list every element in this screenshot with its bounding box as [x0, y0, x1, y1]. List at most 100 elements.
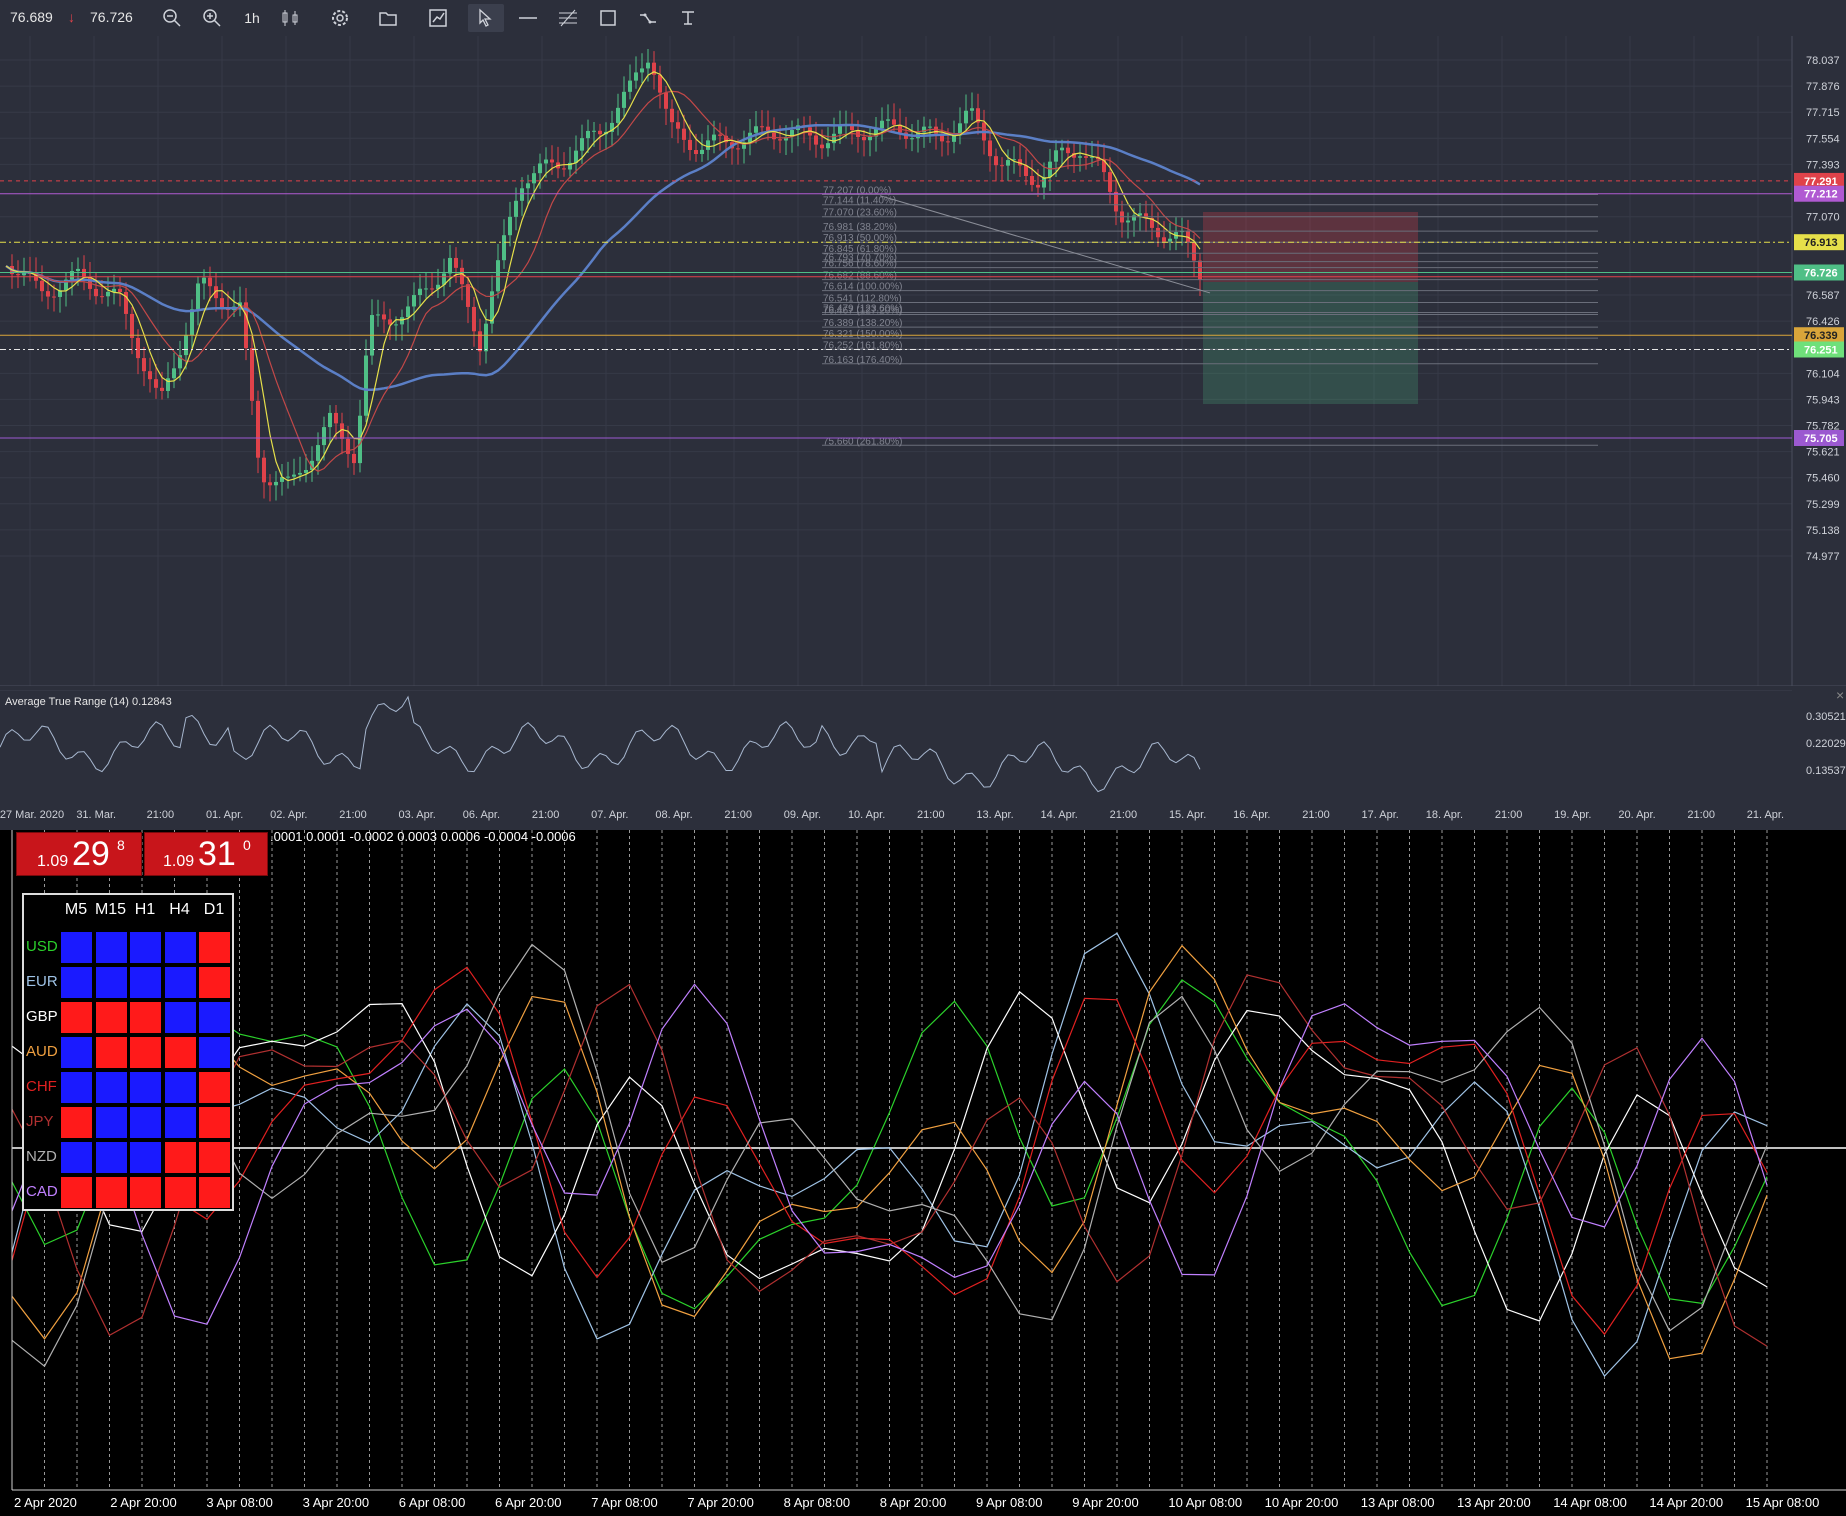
mt4-time-label: 2 Apr 20:00: [110, 1495, 177, 1510]
candle-body: [832, 134, 836, 143]
candle-body: [220, 298, 224, 307]
heatmap-cell: [60, 966, 93, 999]
close-pane-icon[interactable]: ×: [1836, 690, 1844, 703]
heatmap-column-m5: M5: [59, 901, 93, 919]
time-label: 13. Apr.: [976, 809, 1013, 821]
candle-body: [1084, 156, 1088, 158]
candle-body: [1060, 148, 1064, 151]
heatmap-cell: [95, 931, 128, 964]
path-tool-icon[interactable]: [634, 4, 662, 32]
candle-body: [1054, 150, 1058, 161]
strength-heatmap: M5 M15 H1 H4 D1 USD EUR GBP AUD CHF JPY NZD CAD: [22, 893, 234, 1211]
moving-average-20: [6, 72, 1200, 481]
heatmap-column-h4: H4: [163, 901, 197, 919]
price-marker-label: 77.212: [1804, 189, 1838, 201]
time-label: 16. Apr.: [1233, 809, 1270, 821]
zoom-out-icon[interactable]: [158, 4, 186, 32]
candle-body: [964, 111, 968, 124]
template-folder-icon[interactable]: [374, 4, 402, 32]
indicators-icon[interactable]: [424, 4, 452, 32]
bid-quote-sup: 8: [117, 837, 125, 853]
mt4-time-label: 13 Apr 20:00: [1457, 1495, 1531, 1510]
candle-body: [100, 296, 104, 297]
heatmap-row-jpy: JPY: [26, 1113, 54, 1130]
heatmap-cell: [60, 931, 93, 964]
time-label: 19. Apr.: [1554, 809, 1591, 821]
candle-body: [658, 75, 662, 93]
candle-body: [190, 309, 194, 335]
candle-body: [118, 289, 122, 292]
heatmap-cell: [129, 931, 162, 964]
bid-quote-box[interactable]: 1.09 29 8: [16, 832, 142, 876]
candle-body: [202, 278, 206, 284]
candle-body: [676, 122, 680, 128]
timeframe-button[interactable]: 1h: [238, 4, 266, 32]
candle-body: [472, 307, 476, 331]
time-label: 14. Apr.: [1041, 809, 1078, 821]
fib-retracement-icon[interactable]: [554, 4, 582, 32]
candle-body: [700, 150, 704, 154]
price-chart[interactable]: 77.207 (0.00%)77.144 (11.40%)77.070 (23.…: [0, 36, 1846, 686]
heatmap-row-eur: EUR: [26, 973, 58, 990]
settings-gear-icon[interactable]: [326, 4, 354, 32]
candle-body: [478, 331, 482, 351]
candle-body: [838, 126, 842, 134]
candle-body: [430, 288, 434, 289]
atr-tick: 0.30521: [1806, 711, 1846, 723]
candle-body: [580, 138, 584, 151]
candles-icon[interactable]: [276, 4, 304, 32]
time-label: 10. Apr.: [848, 809, 885, 821]
time-label: 21:00: [917, 809, 945, 821]
candle-body: [1156, 228, 1160, 237]
rectangle-tool-icon[interactable]: [594, 4, 622, 32]
mt4-time-label: 8 Apr 20:00: [880, 1495, 947, 1510]
candle-body: [682, 129, 686, 140]
fib-level-label: 76.252 (161.80%): [823, 340, 903, 351]
price-tick: 78.037: [1806, 55, 1840, 67]
atr-label: Average True Range (14) 0.12843: [5, 696, 172, 708]
heatmap-cell: [198, 931, 231, 964]
heatmap-cell: [164, 1141, 197, 1174]
cursor-tool-icon[interactable]: [468, 4, 504, 32]
heatmap-cell: [95, 1176, 128, 1209]
ask-price: 76.726: [90, 9, 133, 25]
candle-body: [142, 358, 146, 371]
candle-body: [508, 217, 512, 235]
candle-body: [1000, 165, 1004, 166]
candle-body: [718, 135, 722, 136]
heatmap-cell: [60, 1106, 93, 1139]
heatmap-cell: [129, 1176, 162, 1209]
time-label: 21:00: [724, 809, 752, 821]
text-tool-icon[interactable]: [674, 4, 702, 32]
candle-body: [460, 268, 464, 284]
heatmap-row-nzd: NZD: [26, 1148, 57, 1165]
mt4-time-label: 6 Apr 08:00: [399, 1495, 466, 1510]
atr-indicator-pane[interactable]: Average True Range (14) 0.12843 × 0.3052…: [0, 690, 1846, 800]
candle-body: [760, 126, 764, 127]
mt4-time-label: 15 Apr 08:00: [1746, 1495, 1820, 1510]
candle-body: [286, 477, 290, 478]
candle-body: [1192, 243, 1196, 261]
heatmap-cell: [129, 1071, 162, 1104]
stop-loss-zone[interactable]: [1203, 212, 1418, 282]
price-tick: 77.715: [1806, 107, 1840, 119]
fib-trend-line[interactable]: [880, 196, 1210, 293]
candle-body: [484, 324, 488, 352]
fib-level-label: 76.321 (150.00%): [823, 329, 903, 340]
price-tick: 74.977: [1806, 551, 1840, 563]
ask-quote-box[interactable]: 1.09 31 0: [144, 832, 268, 876]
mt4-time-label: 7 Apr 20:00: [687, 1495, 754, 1510]
horizontal-line-icon[interactable]: [514, 4, 542, 32]
candle-body: [502, 235, 506, 260]
zoom-in-icon[interactable]: [198, 4, 226, 32]
candle-body: [496, 260, 500, 291]
heatmap-cell: [198, 1106, 231, 1139]
take-profit-zone[interactable]: [1203, 282, 1418, 404]
candle-body: [514, 201, 518, 217]
price-marker-label: 75.705: [1804, 433, 1838, 445]
mt4-time-label: 10 Apr 20:00: [1265, 1495, 1339, 1510]
time-axis: 27 Mar. 2020 31. Mar. 21:00 01. Apr. 02. Apr…: [0, 800, 1846, 830]
heatmap-cell: [164, 966, 197, 999]
candle-body: [532, 173, 536, 183]
time-label: 21:00: [1302, 809, 1330, 821]
